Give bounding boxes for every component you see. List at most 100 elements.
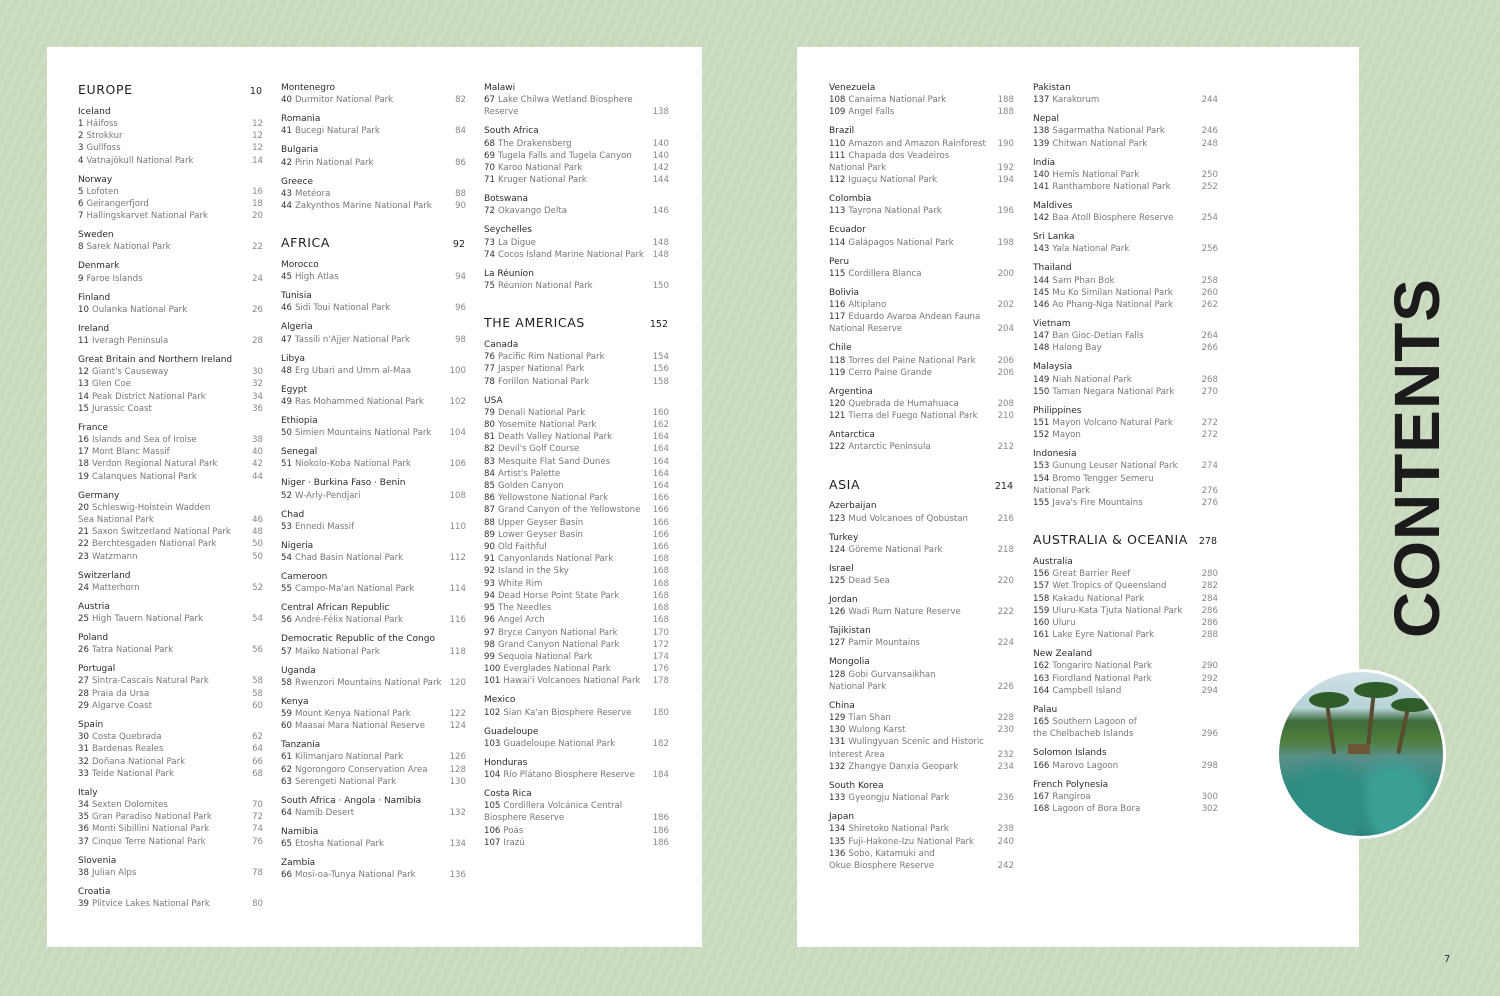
toc-entry[interactable]: 21 Saxon Switzerland National Park 48 [78, 526, 263, 538]
toc-entry[interactable]: 135 Fuji-Hakone-Izu National Park 240 [829, 836, 1014, 848]
toc-entry[interactable]: 93 White Rim 168 [484, 578, 669, 590]
toc-entry[interactable]: 70 Karoo National Park 142 [484, 162, 669, 174]
toc-entry[interactable]: 80 Yosemite National Park 162 [484, 419, 669, 431]
toc-entry[interactable]: 137 Karakorum 244 [1033, 94, 1218, 106]
toc-entry[interactable]: 149 Niah National Park 268 [1033, 374, 1218, 386]
toc-entry[interactable]: 29 Algarve Coast 60 [78, 700, 263, 712]
toc-entry[interactable]: 142 Baa Atoll Biosphere Reserve 254 [1033, 212, 1218, 224]
toc-entry[interactable]: 55 Campo-Ma'an National Park 114 [281, 583, 466, 595]
toc-entry[interactable]: 34 Sexten Dolomites 70 [78, 799, 263, 811]
toc-entry[interactable]: 23 Watzmann 50 [78, 551, 263, 563]
toc-entry[interactable]: 155 Java's Fire Mountains 276 [1033, 497, 1218, 509]
toc-entry[interactable]: 98 Grand Canyon National Park 172 [484, 639, 669, 651]
toc-entry[interactable]: 41 Bucegi Natural Park 84 [281, 125, 466, 137]
toc-entry[interactable]: 59 Mount Kenya National Park 122 [281, 708, 466, 720]
toc-entry[interactable]: 113 Tayrona National Park 196 [829, 205, 1014, 217]
toc-entry[interactable]: 76 Pacific Rim National Park 154 [484, 351, 669, 363]
toc-entry[interactable]: 81 Death Valley National Park 164 [484, 431, 669, 443]
toc-entry[interactable]: 35 Gran Paradiso National Park 72 [78, 811, 263, 823]
toc-entry[interactable]: 84 Artist's Palette 164 [484, 468, 669, 480]
toc-entry[interactable]: 147 Ban Gioc-Detian Falls 264 [1033, 330, 1218, 342]
toc-entry[interactable]: 125 Dead Sea 220 [829, 575, 1014, 587]
toc-entry[interactable]: 141 Ranthambore National Park 252 [1033, 181, 1218, 193]
toc-entry[interactable]: 33 Teide National Park 68 [78, 768, 263, 780]
toc-entry[interactable]: 118 Torres del Paine National Park 206 [829, 355, 1014, 367]
toc-entry[interactable]: 131 Wulingyuan Scenic and Historic Intere… [829, 736, 1014, 760]
toc-entry[interactable]: 79 Denali National Park 160 [484, 407, 669, 419]
toc-entry[interactable]: 18 Verdon Regional Natural Park 42 [78, 458, 263, 470]
toc-entry[interactable]: 136 Sobo, Katamuki and Okue Biosphere Res… [829, 848, 1014, 872]
toc-entry[interactable]: 51 Niokolo-Koba National Park 106 [281, 458, 466, 470]
toc-entry[interactable]: 157 Wet Tropics of Queensland 282 [1033, 580, 1218, 592]
toc-entry[interactable]: 122 Antarctic Peninsula 212 [829, 441, 1014, 453]
toc-entry[interactable]: 123 Mud Volcanoes of Qobustan 216 [829, 513, 1014, 525]
toc-entry[interactable]: 163 Fiordland National Park 292 [1033, 673, 1218, 685]
toc-entry[interactable]: 148 Halong Bay 266 [1033, 342, 1218, 354]
toc-entry[interactable]: 127 Pamir Mountains 224 [829, 637, 1014, 649]
toc-entry[interactable]: 50 Simien Mountains National Park 104 [281, 427, 466, 439]
toc-entry[interactable]: 146 Ao Phang-Nga National Park 262 [1033, 299, 1218, 311]
toc-entry[interactable]: 111 Chapada dos Veadeiros National Park 19… [829, 150, 1014, 174]
toc-entry[interactable]: 116 Altiplano 202 [829, 299, 1014, 311]
toc-entry[interactable]: 39 Plitvice Lakes National Park 80 [78, 898, 263, 910]
toc-entry[interactable]: 151 Mayon Volcano Natural Park 272 [1033, 417, 1218, 429]
toc-entry[interactable]: 96 Angel Arch 168 [484, 614, 669, 626]
toc-entry[interactable]: 150 Taman Negara National Park 270 [1033, 386, 1218, 398]
toc-entry[interactable]: 17 Mont Blanc Massif 40 [78, 446, 263, 458]
toc-entry[interactable]: 154 Bromo Tengger Semeru National Park 276 [1033, 473, 1218, 497]
toc-entry[interactable]: 3 Gullfoss 12 [78, 142, 263, 154]
toc-entry[interactable]: 63 Serengeti National Park 130 [281, 776, 466, 788]
toc-entry[interactable]: 40 Durmitor National Park 82 [281, 94, 466, 106]
toc-entry[interactable]: 124 Göreme National Park 218 [829, 544, 1014, 556]
toc-entry[interactable]: 117 Eduardo Avaroa Andean Fauna National … [829, 311, 1014, 335]
toc-entry[interactable]: 47 Tassili n'Ajjer National Park 98 [281, 334, 466, 346]
toc-entry[interactable]: 159 Uluru-Kata Tjuta National Park 286 [1033, 605, 1218, 617]
toc-entry[interactable]: 32 Doñana National Park 66 [78, 756, 263, 768]
toc-entry[interactable]: 10 Oulanka National Park 26 [78, 304, 263, 316]
toc-entry[interactable]: 64 Namib Desert 132 [281, 807, 466, 819]
toc-entry[interactable]: 65 Etosha National Park 134 [281, 838, 466, 850]
toc-entry[interactable]: 152 Mayon 272 [1033, 429, 1218, 441]
toc-entry[interactable]: 68 The Drakensberg 140 [484, 138, 669, 150]
toc-entry[interactable]: 162 Tongariro National Park 290 [1033, 660, 1218, 672]
toc-entry[interactable]: 129 Tian Shan 228 [829, 712, 1014, 724]
toc-entry[interactable]: 54 Chad Basin National Park 112 [281, 552, 466, 564]
toc-entry[interactable]: 77 Jasper National Park 156 [484, 363, 669, 375]
toc-entry[interactable]: 20 Schleswig-Holstein Wadden Sea National… [78, 502, 263, 526]
toc-entry[interactable]: 144 Sam Phan Bok 258 [1033, 275, 1218, 287]
toc-entry[interactable]: 126 Wadi Rum Nature Reserve 222 [829, 606, 1014, 618]
toc-entry[interactable]: 1 Háifoss 12 [78, 118, 263, 130]
toc-entry[interactable]: 8 Sarek National Park 22 [78, 241, 263, 253]
toc-entry[interactable]: 83 Mesquite Flat Sand Dunes 164 [484, 456, 669, 468]
toc-entry[interactable]: 138 Sagarmatha National Park 246 [1033, 125, 1218, 137]
toc-entry[interactable]: 43 Metéora 88 [281, 188, 466, 200]
toc-entry[interactable]: 91 Canyonlands National Park 168 [484, 553, 669, 565]
toc-entry[interactable]: 67 Lake Chilwa Wetland Biosphere Reserve 1… [484, 94, 669, 118]
toc-entry[interactable]: 158 Kakadu National Park 284 [1033, 593, 1218, 605]
toc-entry[interactable]: 112 Iguaçu National Park 194 [829, 174, 1014, 186]
toc-entry[interactable]: 4 Vatnajökull National Park 14 [78, 155, 263, 167]
toc-entry[interactable]: 100 Everglades National Park 176 [484, 663, 669, 675]
toc-entry[interactable]: 161 Lake Eyre National Park 288 [1033, 629, 1218, 641]
toc-entry[interactable]: 90 Old Faithful 166 [484, 541, 669, 553]
toc-entry[interactable]: 128 Gobi Gurvansaikhan National Park 226 [829, 669, 1014, 693]
toc-entry[interactable]: 44 Zakynthos Marine National Park 90 [281, 200, 466, 212]
toc-entry[interactable]: 66 Mosi-oa-Tunya National Park 136 [281, 869, 466, 881]
toc-entry[interactable]: 5 Lofoten 16 [78, 186, 263, 198]
toc-entry[interactable]: 72 Okavango Delta 146 [484, 205, 669, 217]
toc-entry[interactable]: 11 Iveragh Peninsula 28 [78, 335, 263, 347]
toc-entry[interactable]: 87 Grand Canyon of the Yellowstone 166 [484, 504, 669, 516]
toc-entry[interactable]: 36 Monti Sibillini National Park 74 [78, 823, 263, 835]
toc-entry[interactable]: 130 Wulong Karst 230 [829, 724, 1014, 736]
toc-entry[interactable]: 30 Costa Quebrada 62 [78, 731, 263, 743]
toc-entry[interactable]: 42 Pirin National Park 86 [281, 157, 466, 169]
toc-entry[interactable]: 103 Guadeloupe National Park 182 [484, 738, 669, 750]
toc-entry[interactable]: 46 Sidi Toui National Park 96 [281, 302, 466, 314]
toc-entry[interactable]: 37 Cinque Terre National Park 76 [78, 836, 263, 848]
toc-entry[interactable]: 85 Golden Canyon 164 [484, 480, 669, 492]
toc-entry[interactable]: 121 Tierra del Fuego National Park 210 [829, 410, 1014, 422]
toc-entry[interactable]: 69 Tugela Falls and Tugela Canyon 140 [484, 150, 669, 162]
toc-entry[interactable]: 26 Tatra National Park 56 [78, 644, 263, 656]
toc-entry[interactable]: 74 Cocos Island Marine National Park 148 [484, 249, 669, 261]
toc-entry[interactable]: 139 Chitwan National Park 248 [1033, 138, 1218, 150]
